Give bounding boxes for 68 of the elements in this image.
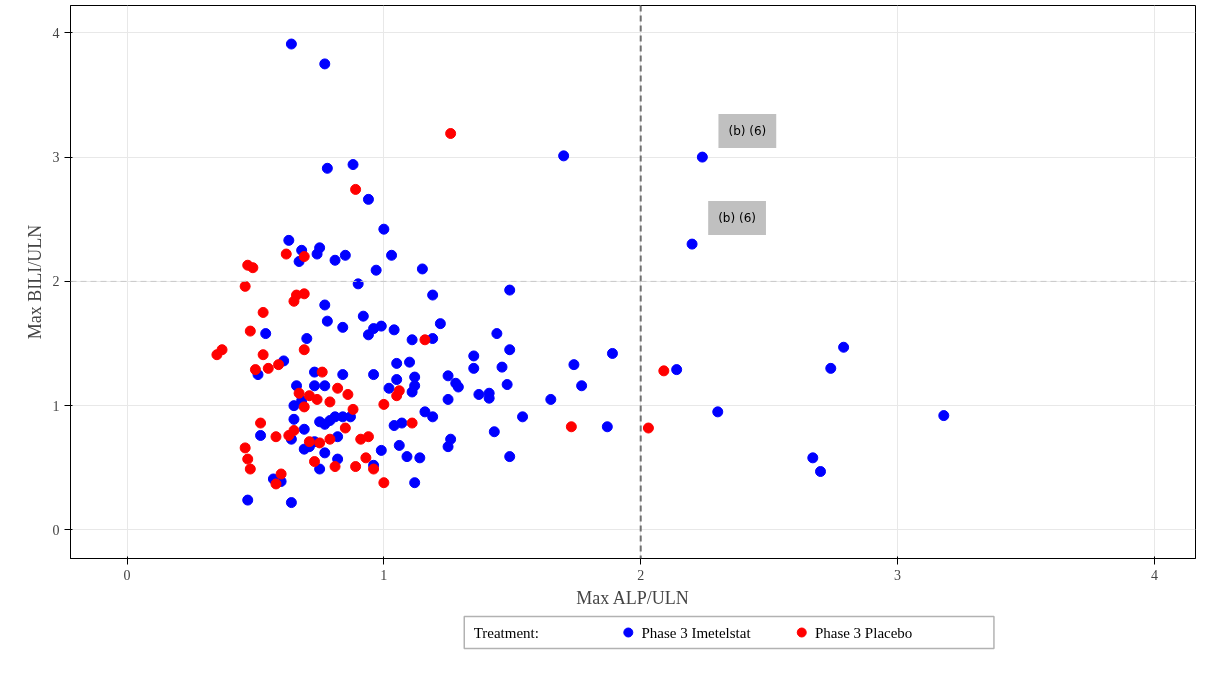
x-tick-label: 4 bbox=[1150, 567, 1158, 583]
point bbox=[244, 325, 256, 337]
x-axis-title: Max ALP/ULN bbox=[576, 587, 689, 608]
point bbox=[247, 262, 259, 274]
point bbox=[642, 422, 654, 434]
point bbox=[378, 477, 390, 489]
point bbox=[360, 452, 372, 464]
point bbox=[362, 431, 374, 443]
point bbox=[270, 431, 282, 443]
point bbox=[303, 436, 315, 448]
point bbox=[658, 365, 670, 377]
point bbox=[347, 403, 359, 415]
point bbox=[211, 349, 223, 361]
point bbox=[239, 442, 251, 454]
y-axis-title: Max BILI/ULN bbox=[24, 224, 45, 340]
point bbox=[350, 461, 362, 473]
point bbox=[280, 248, 292, 260]
point bbox=[255, 417, 267, 429]
point bbox=[249, 364, 261, 376]
y-tick-label: 1 bbox=[52, 398, 60, 414]
x-tick-label: 1 bbox=[380, 567, 388, 583]
point bbox=[275, 468, 287, 480]
y-tick-label: 2 bbox=[52, 274, 60, 290]
y-tick-label: 3 bbox=[52, 150, 60, 166]
point bbox=[378, 398, 390, 410]
point bbox=[262, 362, 274, 374]
point bbox=[311, 393, 323, 405]
point bbox=[257, 349, 269, 361]
point bbox=[293, 387, 305, 399]
point bbox=[406, 417, 418, 429]
point bbox=[445, 128, 457, 139]
legend-label: Phase 3 Imetelstat bbox=[641, 624, 752, 641]
point bbox=[314, 437, 326, 449]
point bbox=[298, 288, 310, 300]
x-tick-label: 0 bbox=[123, 567, 131, 583]
point bbox=[332, 382, 344, 394]
point bbox=[324, 433, 336, 445]
point bbox=[419, 334, 431, 346]
point bbox=[257, 306, 269, 318]
point bbox=[565, 421, 577, 433]
point bbox=[273, 359, 285, 371]
point bbox=[298, 251, 310, 263]
point bbox=[298, 344, 310, 356]
annotation: (b) (6) bbox=[728, 124, 767, 139]
point bbox=[242, 453, 254, 465]
point bbox=[298, 401, 310, 413]
x-tick-label: 2 bbox=[637, 567, 645, 583]
point bbox=[316, 366, 328, 378]
point bbox=[288, 295, 300, 307]
point bbox=[350, 183, 362, 195]
point bbox=[368, 463, 380, 475]
y-tick-label: 4 bbox=[52, 25, 60, 41]
legend-label: Phase 3 Placebo bbox=[814, 624, 913, 641]
point bbox=[303, 390, 315, 402]
x-tick-label: 3 bbox=[894, 567, 902, 583]
point bbox=[244, 463, 256, 475]
point bbox=[339, 422, 351, 434]
annotation: (b) (6) bbox=[718, 211, 756, 226]
y-tick-label: 0 bbox=[52, 522, 60, 538]
point bbox=[342, 388, 354, 400]
point bbox=[239, 280, 251, 292]
point bbox=[270, 478, 282, 490]
point bbox=[393, 385, 405, 397]
point bbox=[283, 429, 295, 441]
point bbox=[324, 396, 336, 408]
legend-title: Treatment: bbox=[473, 624, 539, 641]
point bbox=[329, 461, 341, 473]
point bbox=[309, 456, 321, 468]
